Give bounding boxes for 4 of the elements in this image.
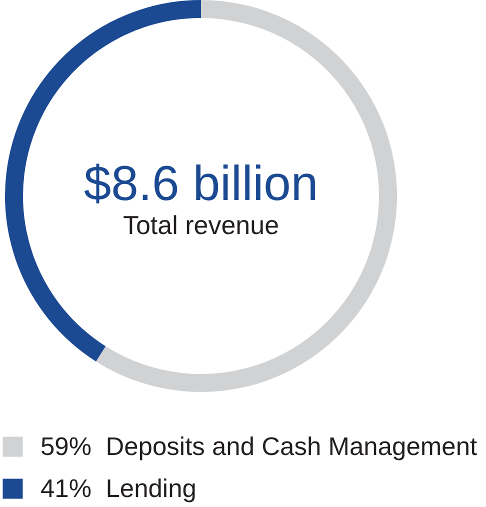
legend-label: 41% Lending [40, 474, 196, 503]
legend-label: 59% Deposits and Cash Management [40, 432, 478, 461]
text: $8.6 billion [84, 157, 318, 211]
text: Total revenue [122, 210, 280, 240]
